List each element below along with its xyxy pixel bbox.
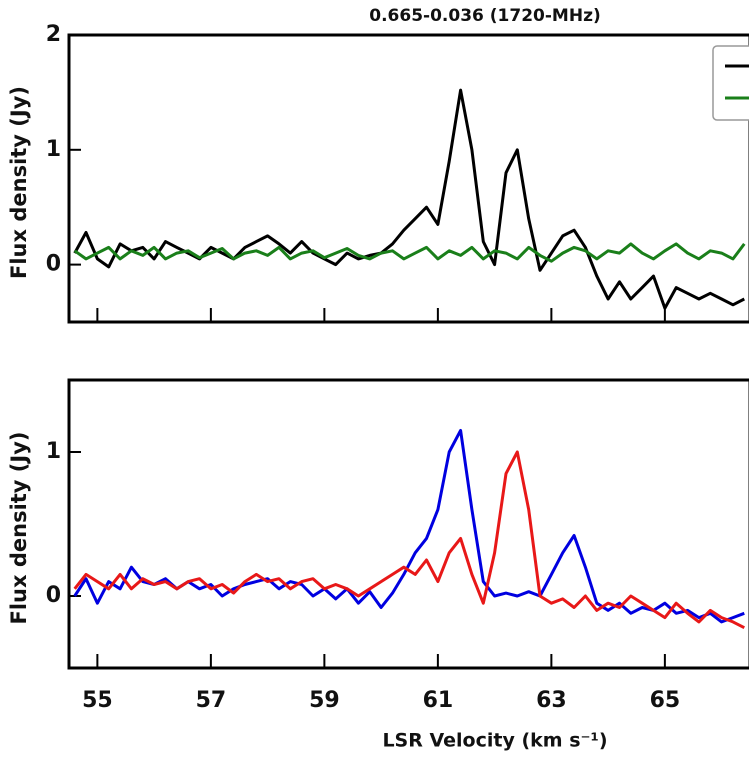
x-tick-label: 61 bbox=[423, 688, 454, 713]
x-tick-label: 65 bbox=[650, 688, 681, 713]
plot-frame bbox=[67, 378, 749, 670]
y-tick-label: 1 bbox=[46, 439, 61, 464]
y-axis-label: Flux density (Jy) bbox=[7, 431, 31, 624]
line bbox=[73, 428, 745, 624]
y-tick-label: 2 bbox=[46, 22, 61, 47]
y-tick-label: 0 bbox=[46, 252, 61, 277]
plot-frame bbox=[67, 33, 749, 324]
x-tick-label: 59 bbox=[309, 688, 340, 713]
legend bbox=[712, 45, 749, 121]
line bbox=[73, 450, 745, 630]
x-axis-label: LSR Velocity (km s⁻¹) bbox=[382, 730, 607, 752]
plot-area bbox=[73, 428, 745, 630]
y-tick-label: 0 bbox=[46, 583, 61, 608]
line bbox=[73, 242, 746, 263]
x-tick-label: 63 bbox=[536, 688, 567, 713]
plot-area bbox=[73, 88, 746, 310]
y-axis-label: Flux density (Jy) bbox=[7, 86, 31, 279]
y-tick-label: 1 bbox=[46, 137, 61, 162]
chart-title: 0.665-0.036 (1720-MHz) bbox=[369, 6, 600, 26]
line bbox=[73, 88, 745, 310]
x-tick-label: 57 bbox=[196, 688, 227, 713]
x-tick-label: 55 bbox=[82, 688, 113, 713]
